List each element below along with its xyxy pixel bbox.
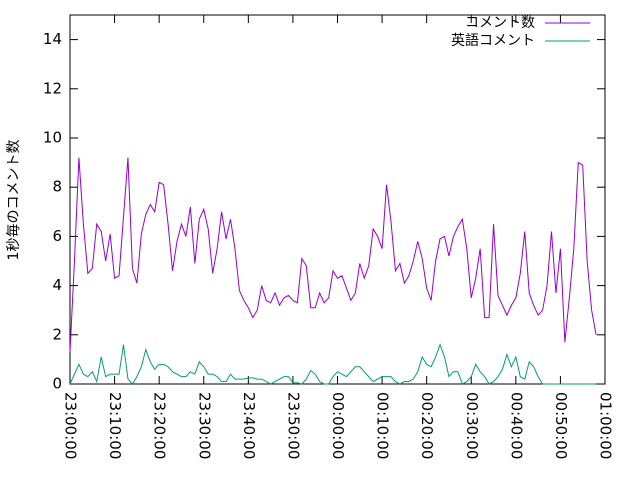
x-tick-label: 00:00:00 xyxy=(329,392,347,459)
x-tick-label: 00:30:00 xyxy=(463,392,481,459)
x-tick-label: 23:40:00 xyxy=(240,392,258,459)
y-tick-label: 0 xyxy=(52,375,62,393)
y-axis-label: 1秒毎のコメント数 xyxy=(6,140,22,261)
x-tick-label: 23:30:00 xyxy=(195,392,213,459)
x-tick-label: 00:20:00 xyxy=(418,392,436,459)
legend-label: コメント数 xyxy=(465,15,535,31)
x-tick-label: 23:10:00 xyxy=(106,392,124,459)
x-tick-label: 00:40:00 xyxy=(507,392,525,459)
y-tick-label: 12 xyxy=(43,79,62,97)
x-tick-label: 00:10:00 xyxy=(374,392,392,459)
y-tick-label: 14 xyxy=(43,30,62,48)
y-tick-label: 8 xyxy=(52,178,62,196)
x-tick-label: 23:20:00 xyxy=(151,392,169,459)
y-tick-label: 4 xyxy=(52,276,62,294)
x-tick-label: 01:00:00 xyxy=(597,392,615,459)
series-line xyxy=(69,343,597,385)
series-line xyxy=(69,157,597,353)
x-tick-label: 00:50:00 xyxy=(552,392,570,459)
legend-label: 英語コメント xyxy=(451,32,535,49)
y-tick-label: 6 xyxy=(52,227,62,245)
y-tick-label: 10 xyxy=(43,129,62,147)
y-tick-label: 2 xyxy=(52,325,62,343)
x-tick-label: 23:00:00 xyxy=(62,392,80,459)
x-tick-label: 23:50:00 xyxy=(284,392,302,459)
